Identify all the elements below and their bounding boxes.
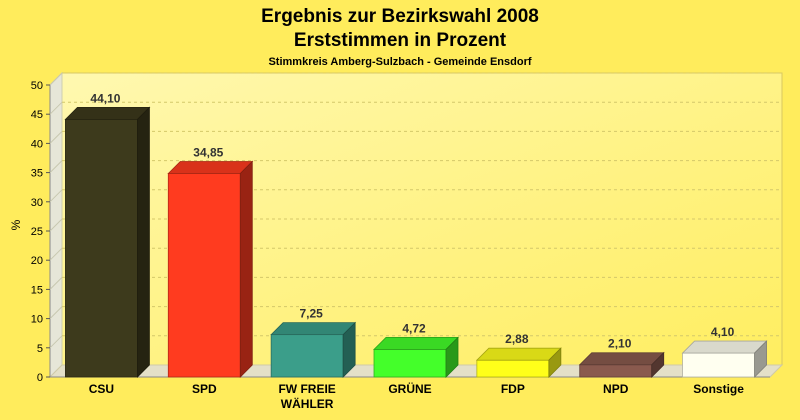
grid-line-side	[49, 335, 63, 349]
grid-line-side	[49, 189, 63, 203]
x-tick-label-line: SPD	[192, 382, 217, 396]
labels: 0 5 10 15 20 25 30 35 40 45 50 44,10 CSU 34,85 SPD 7,25…	[31, 80, 744, 411]
bar-front-2	[270, 334, 344, 378]
value-label-4: 2,88	[505, 332, 529, 346]
bar-side-4	[548, 347, 562, 378]
grid-line-side	[49, 247, 63, 261]
chart-caption: Stimmkreis Amberg-Sulzbach - Gemeinde En…	[268, 56, 531, 68]
x-tick-label-line: Sonstige	[693, 382, 744, 396]
grid-line-side	[49, 72, 63, 86]
bar-front-6	[682, 352, 755, 378]
chart-title: Ergebnis zur Bezirkswahl 2008	[261, 6, 539, 27]
grid-line-side	[49, 306, 63, 319]
x-tick-label-6: Sonstige	[693, 382, 744, 396]
x-tick-label-5: NPD	[603, 382, 629, 396]
grid-line-side	[49, 101, 63, 115]
bar-side-6	[754, 340, 767, 378]
y-tick-label: 45	[31, 109, 43, 121]
grid-line-side	[49, 218, 63, 232]
x-tick-label-line: WÄHLER	[281, 396, 334, 411]
bar-side-0	[137, 106, 150, 378]
y-axis-label: %	[9, 219, 23, 230]
bar-front-5	[579, 364, 653, 378]
y-tick-label: 15	[31, 284, 43, 296]
bar-side-5	[651, 351, 665, 378]
y-tick-label: 30	[31, 197, 43, 209]
x-tick-label-2: FW FREIE WÄHLER	[278, 382, 335, 411]
y-tick-label: 0	[37, 372, 43, 384]
x-tick-label-0: CSU	[89, 382, 114, 396]
value-label-3: 4,72	[402, 321, 426, 335]
y-tick-label: 10	[31, 314, 43, 326]
bar-side-2	[342, 321, 356, 378]
x-tick-label-4: FDP	[501, 382, 525, 396]
value-label-0: 44,10	[90, 91, 120, 105]
y-tick-label: 35	[31, 168, 43, 180]
x-tick-label-line: FDP	[501, 382, 525, 396]
bar-top-0	[64, 107, 151, 120]
bar-side-1	[239, 160, 253, 378]
value-label-1: 34,85	[193, 145, 223, 159]
bar-front-4	[476, 359, 550, 378]
x-tick-label-line: CSU	[89, 382, 114, 396]
x-tick-label-line: FW FREIE	[278, 382, 335, 396]
y-tick-label: 20	[31, 255, 43, 267]
chart-subtitle: Erststimmen in Prozent	[294, 30, 507, 51]
y-tick-label: 5	[37, 343, 43, 355]
bar-top-1	[167, 161, 254, 174]
x-tick-label-3: GRÜNE	[388, 381, 431, 396]
grid-line-side	[49, 277, 63, 290]
grid-line-side	[49, 131, 63, 144]
bar-front-3	[373, 349, 447, 378]
value-label-5: 2,10	[608, 337, 632, 351]
value-label-2: 7,25	[299, 307, 323, 321]
bar-top-5	[578, 352, 665, 366]
x-tick-label-line: NPD	[603, 382, 629, 396]
y-tick-label: 40	[31, 138, 43, 150]
bar-front-1	[167, 173, 241, 378]
bars	[64, 106, 768, 378]
x-tick-label-1: SPD	[192, 382, 217, 396]
bar-top-2	[270, 322, 357, 336]
y-tick-label: 25	[31, 226, 43, 238]
value-label-6: 4,10	[711, 325, 735, 339]
grid-line-side	[49, 160, 63, 173]
bar-top-4	[475, 347, 562, 361]
x-tick-label-line: GRÜNE	[388, 381, 431, 396]
bar-side-3	[445, 336, 459, 378]
bar-front-0	[65, 119, 138, 378]
bar-top-3	[373, 337, 459, 350]
y-tick-label: 50	[31, 80, 43, 92]
bar-top-6	[681, 340, 768, 354]
